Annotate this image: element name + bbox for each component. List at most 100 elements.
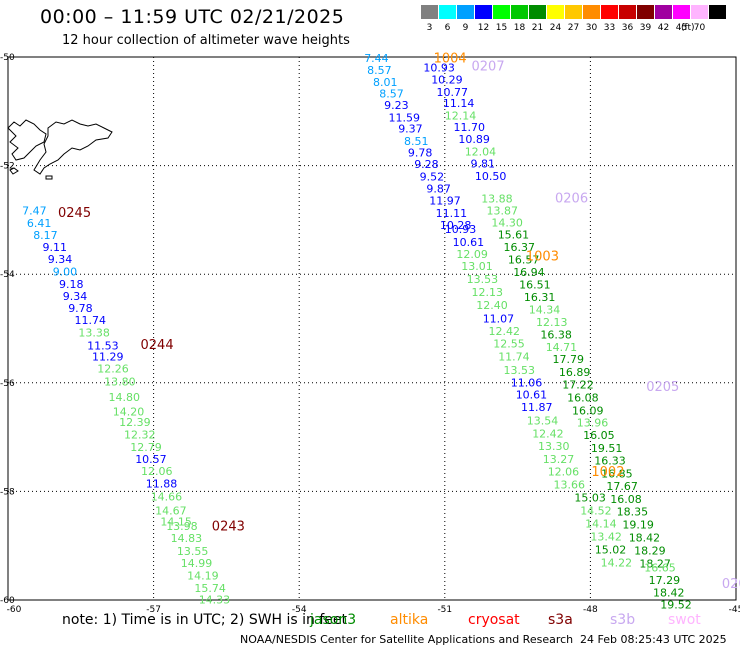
wave-height-value: 9.11: [43, 241, 68, 254]
wave-height-value: 9.81: [471, 157, 496, 170]
scale-label: 18: [513, 23, 526, 33]
wave-height-value: 10.93: [445, 223, 477, 236]
wave-height-value: 16.65: [644, 561, 676, 574]
scale-label: 36: [621, 23, 634, 33]
map-gridlines: [8, 57, 736, 600]
wave-height-value: 12.32: [124, 428, 156, 441]
wave-height-value: 14.22: [601, 557, 633, 570]
wave-height-value: 11.29: [92, 351, 124, 364]
wave-height-value: 16.57: [508, 254, 540, 267]
wave-height-value: 13.38: [78, 326, 110, 339]
wave-height-value: 10.57: [135, 453, 167, 466]
wave-height-value: 10.29: [431, 73, 463, 86]
scale-swatch: [673, 5, 690, 19]
pass-id-label: 1004: [434, 52, 467, 67]
wave-height-value: 14.99: [181, 557, 213, 570]
wave-height-value: 9.34: [48, 253, 73, 266]
wave-height-value: 19.19: [622, 519, 654, 532]
wave-height-value: 9.87: [426, 182, 451, 195]
satellite-legend-item: swot: [668, 612, 701, 628]
wave-height-value: 14.15: [160, 515, 192, 528]
wave-height-value: 16.85: [601, 468, 633, 481]
scale-swatch: [601, 5, 618, 19]
scale-label: 27: [567, 23, 580, 33]
wave-height-value: 14.67: [155, 504, 187, 517]
lat-tick-label: -50: [0, 53, 15, 63]
wave-height-value: 12.42: [532, 427, 564, 440]
pass-id-label: 0245: [58, 206, 91, 221]
scale-label: 15: [495, 23, 508, 33]
wave-height-value: 9.78: [68, 302, 93, 315]
lat-tick-label: -54: [0, 270, 15, 280]
wave-height-value: 9.18: [59, 278, 84, 291]
wave-height-value: 16.08: [610, 493, 642, 506]
scale-label: 70: [693, 23, 706, 33]
wave-height-value: 13.27: [543, 453, 575, 466]
axis-tick-labels: -60 -57 -54 -51 -48 -45 -50 -52 -54 -56 -58 -60: [0, 53, 740, 615]
wave-height-value: 16.38: [540, 329, 572, 342]
wave-height-value: 10.77: [437, 86, 469, 99]
wave-height-value: 14.66: [151, 490, 183, 503]
wave-height-value: 13.66: [554, 478, 586, 491]
wave-height-value: 10.89: [458, 133, 490, 146]
wave-height-value: 12.79: [130, 441, 162, 454]
wave-height-value: 12.13: [472, 286, 504, 299]
wave-height-value: 13.01: [461, 260, 493, 273]
wave-height-value: 12.04: [465, 146, 497, 159]
wave-height-value: 11.11: [436, 207, 468, 220]
pass-id-label: 0207: [472, 60, 505, 75]
wave-height-value: 16.33: [594, 454, 626, 467]
pass-id-label: 1002: [591, 465, 624, 480]
wave-height-value: 18.42: [629, 532, 661, 545]
footer-note: note: 1) Time is in UTC; 2) SWH is in fe…: [62, 612, 348, 628]
scale-label: 42: [657, 23, 670, 33]
scale-swatch: [637, 5, 654, 19]
wave-height-value: 15.61: [498, 229, 530, 242]
satellite-legend-item: jason3: [310, 612, 357, 628]
scale-swatch: [709, 5, 726, 19]
scale-label: 24: [549, 23, 562, 33]
falkland-islands-coastline: [7, 119, 113, 180]
wave-height-value: 13.42: [590, 531, 622, 544]
wave-height-value: 11.87: [521, 401, 553, 414]
wave-height-value: 6.41: [27, 217, 52, 230]
wave-height-value: 11.14: [443, 97, 475, 110]
wave-height-value: 12.09: [456, 248, 488, 261]
wave-height-value: 8.17: [33, 229, 58, 242]
wave-height-value: 18.29: [634, 545, 666, 558]
wave-height-value: 16.05: [583, 429, 615, 442]
lat-tick-label: -56: [0, 379, 15, 389]
wave-height-value: 13.30: [538, 440, 570, 453]
coastline-east-falkland: [33, 119, 113, 175]
wave-height-value: 14.19: [187, 570, 219, 583]
wave-height-value: 10.61: [516, 389, 548, 402]
scale-label: 39: [639, 23, 652, 33]
wave-height-value: 13.55: [177, 545, 209, 558]
wave-height-value: 9.28: [414, 158, 439, 171]
wave-height-value: 13.87: [487, 205, 519, 218]
wave-height-value: 14.80: [109, 391, 141, 404]
map-frame: [7, 56, 737, 601]
wave-height-value: 13.54: [527, 414, 559, 427]
footer-timestamp: 24 Feb 08:25:43 UTC 2025: [580, 633, 727, 646]
pass-id-label: 0206: [555, 192, 588, 207]
scale-label: 45: [675, 23, 688, 33]
satellite-legend-item: s3a: [548, 612, 573, 628]
wave-height-value: 9.23: [384, 99, 409, 112]
wave-height-value: 15.02: [595, 544, 627, 557]
coastline-islet: [45, 175, 53, 180]
scale-swatch: [421, 5, 438, 19]
lon-tick-label: -54: [292, 605, 307, 615]
wave-height-value: 14.52: [580, 504, 612, 517]
coastline-west-falkland: [7, 119, 47, 161]
wave-height-value: 14.20: [113, 406, 145, 419]
wave-height-value: 15.03: [574, 491, 606, 504]
scale-swatch: [475, 5, 492, 19]
scale-label: 33: [603, 23, 616, 33]
wave-height-value: 17.79: [553, 353, 585, 366]
wave-height-value: 17.29: [649, 574, 681, 587]
wave-height-value: 16.31: [524, 291, 556, 304]
scale-swatch: [529, 5, 546, 19]
